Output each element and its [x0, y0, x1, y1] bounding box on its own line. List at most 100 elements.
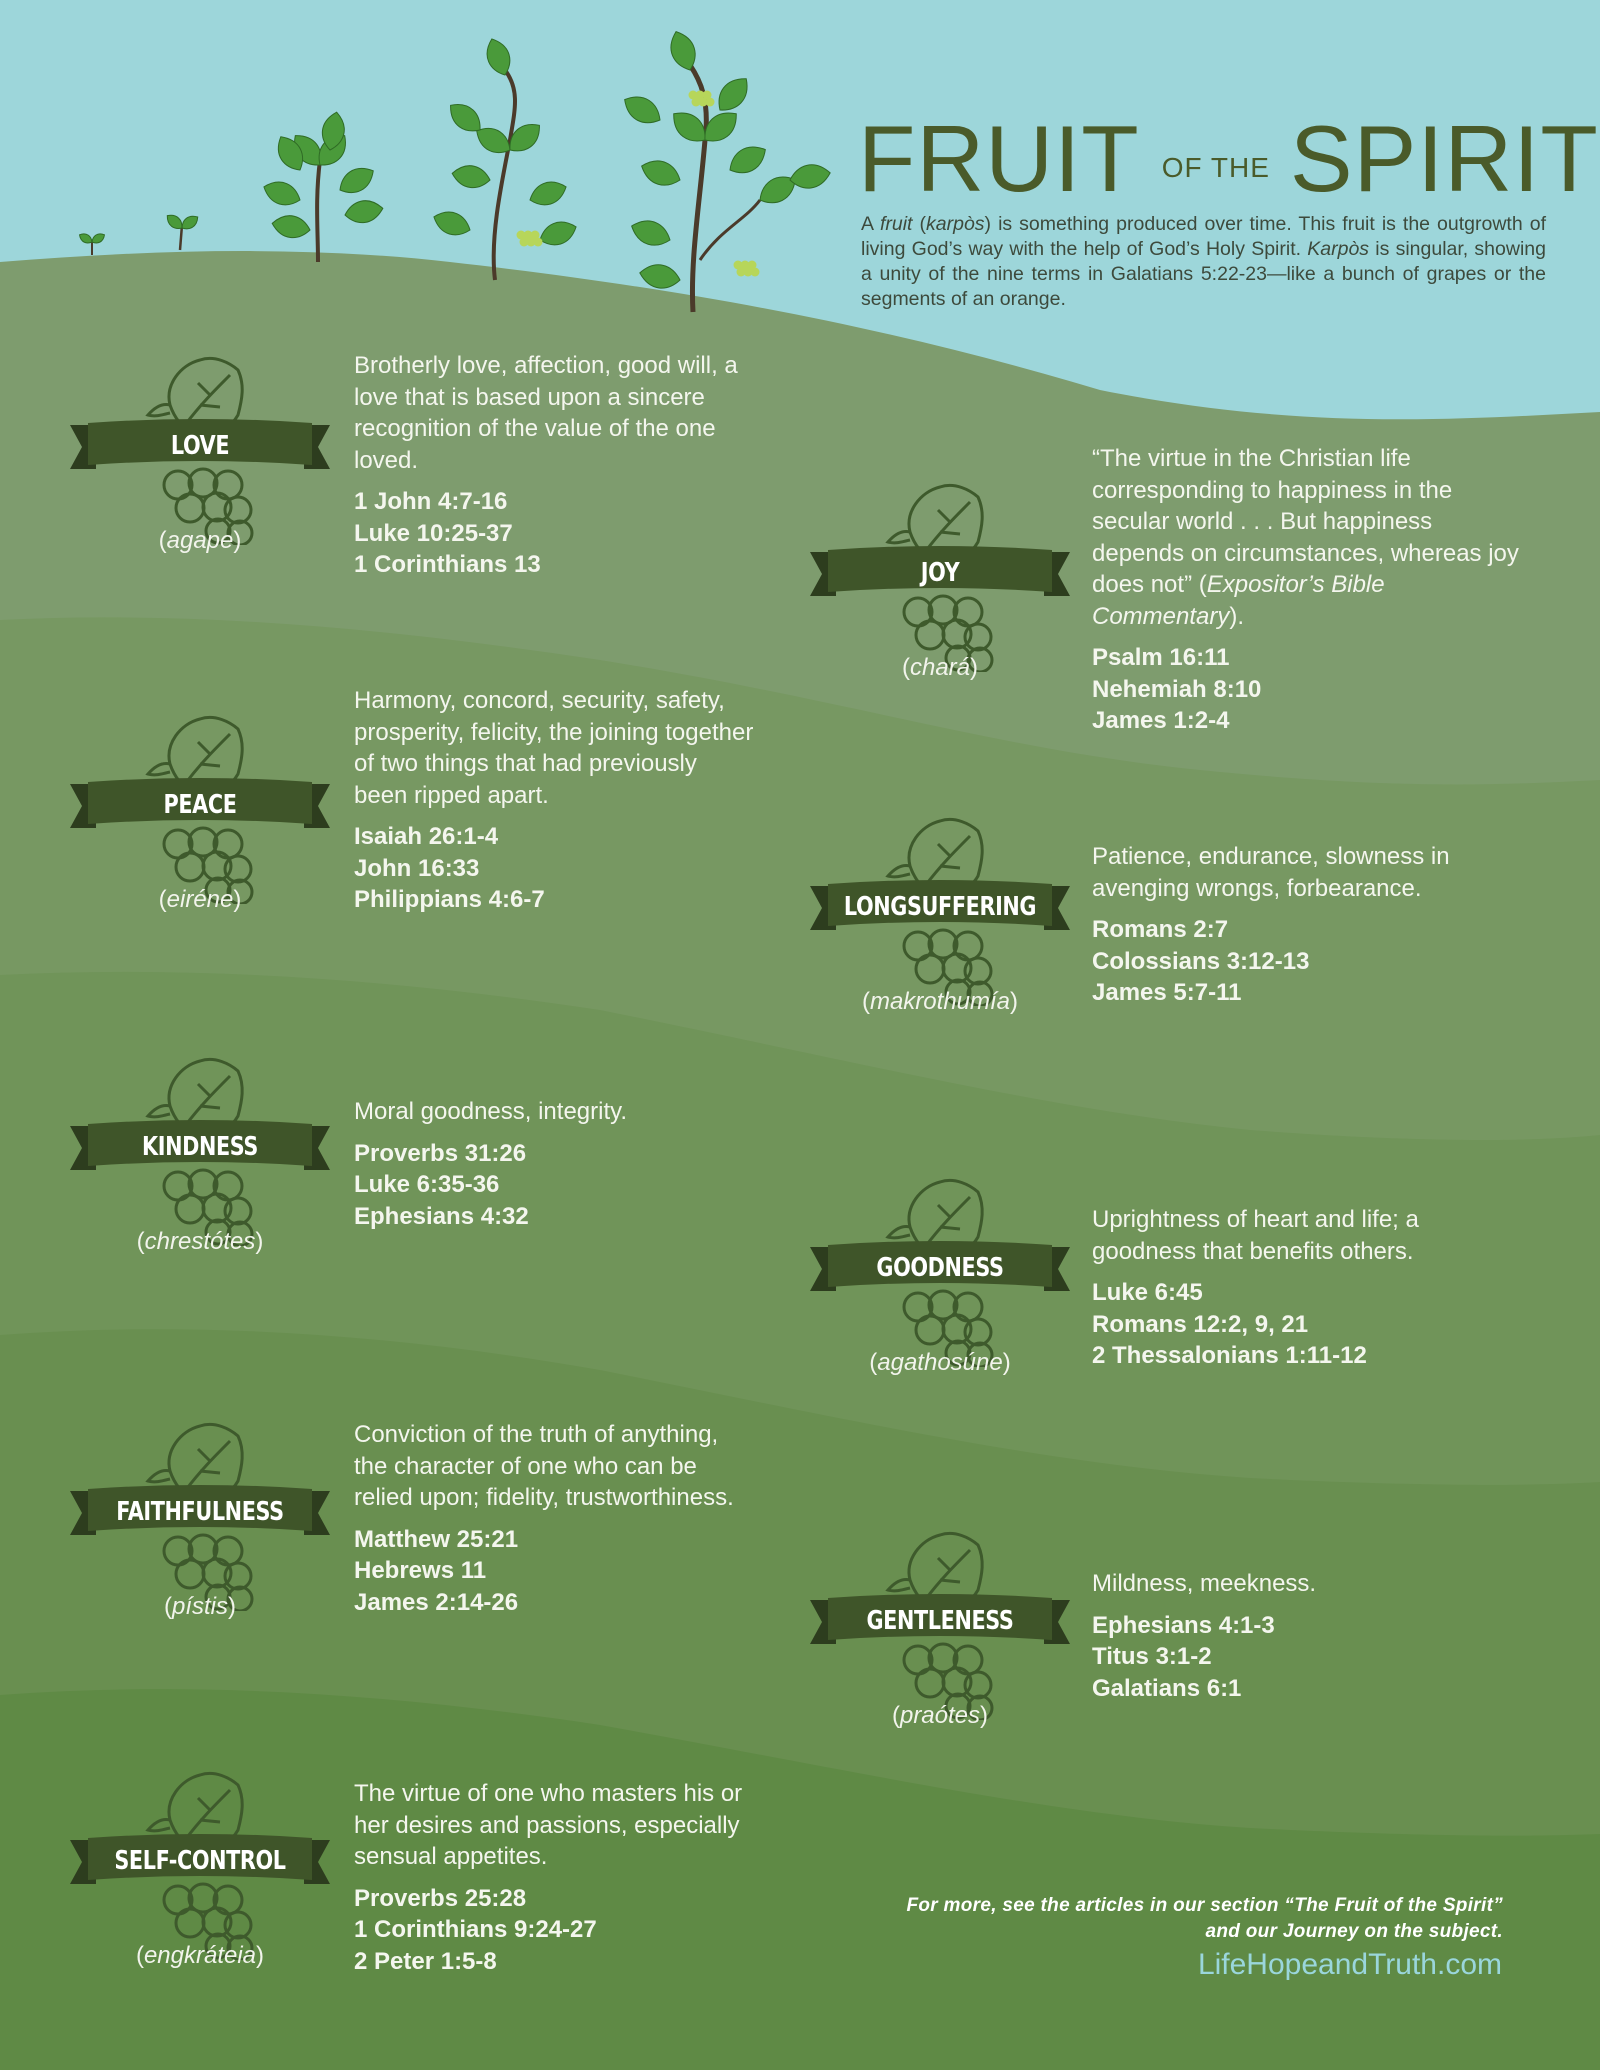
grape-ribbon-icon	[70, 356, 330, 547]
grape-cluster	[688, 90, 698, 100]
grape-ribbon-icon	[810, 1178, 1070, 1369]
leaf-icon	[486, 38, 511, 76]
grape-cluster	[702, 90, 712, 100]
greek-term-faithfulness: (pístis)	[163, 1593, 236, 1620]
scripture-reference: Hebrews 11	[354, 1557, 487, 1584]
leaf-icon	[450, 104, 481, 132]
fruit-name: SELF-CONTROL	[114, 1846, 286, 1876]
greek-term-peace: (eiréne)	[158, 886, 242, 913]
scripture-reference: Luke 6:45	[1092, 1279, 1203, 1306]
fruit-name: GENTLENESS	[866, 1606, 1014, 1636]
scripture-reference: James 1:2-4	[1092, 707, 1230, 734]
definition-segment: Harmony, concord, security, safety, pros…	[354, 687, 754, 809]
fruit-name: LONGSUFFERING	[843, 892, 1037, 922]
scripture-references: Psalm 16:11 Nehemiah 8:10 James 1:2-4	[1092, 642, 1522, 737]
definition-segment: The virtue of one who masters his or her…	[354, 1780, 743, 1870]
definition-text: Brotherly love, affection, good will, a …	[354, 350, 754, 476]
leaf-icon	[78, 233, 93, 244]
grape-cluster	[743, 267, 753, 277]
leaf-icon	[451, 165, 491, 189]
definition-segment: Patience, endurance, slowness in avengin…	[1092, 843, 1450, 902]
scripture-reference: 2 Thessalonians 1:11-12	[1092, 1342, 1367, 1369]
leaf-icon	[91, 233, 106, 244]
scripture-references: Proverbs 25:28 1 Corinthians 9:24-27 2 Pet…	[354, 1883, 754, 1978]
greek-word: agape	[166, 527, 234, 554]
definition-segment: Uprightness of heart and life; a goodnes…	[1092, 1206, 1419, 1265]
footer-line-1: For more, see the articles in our sectio…	[906, 1895, 1503, 1916]
grape-cluster	[740, 260, 750, 270]
leaf-icon	[673, 112, 706, 142]
fruit-description-peace: Harmony, concord, security, safety, pros…	[354, 685, 754, 916]
leaf-icon	[631, 220, 671, 246]
grape-cluster	[747, 260, 757, 270]
definition-segment: Conviction of the truth of anything, the…	[354, 1421, 734, 1511]
greek-term-joy: (chará)	[901, 654, 979, 681]
scripture-reference: 1 Corinthians 13	[354, 551, 541, 578]
scripture-references: 1 John 4:7-16 Luke 10:25-37 1 Corinthians …	[354, 486, 754, 581]
intro-paragraph: A fruit (karpòs) is something produced o…	[861, 212, 1546, 312]
leaf-icon	[639, 264, 681, 289]
leaf-icon	[624, 96, 661, 124]
scripture-reference: 2 Peter 1:5-8	[354, 1947, 497, 1975]
fruit-description-gentleness: Mildness, meekness. Ephesians 4:1-3 Titus …	[1092, 1568, 1522, 1704]
scripture-reference: Luke 6:35-36	[354, 1171, 500, 1198]
definition-text: Harmony, concord, security, safety, pros…	[354, 685, 754, 811]
scripture-reference: James 5:7-11	[1092, 979, 1242, 1006]
greek-term-gentleness: (praótes)	[891, 1702, 989, 1729]
website-link[interactable]: LifeHopeandTruth.com	[1197, 1948, 1502, 1981]
grape-ribbon-icon	[810, 817, 1070, 1008]
fruit-name: KINDNESS	[142, 1132, 258, 1162]
scripture-reference: Romans 12:2, 9, 21	[1092, 1310, 1309, 1338]
intro-text-segment: (	[912, 213, 927, 235]
definition-text: The virtue of one who masters his or her…	[354, 1778, 754, 1873]
fruit-badge-self-control: SELF-CONTROL	[70, 1760, 330, 1962]
leaf-icon	[509, 124, 540, 152]
leaf-icon	[339, 167, 374, 193]
definition-text: Moral goodness, integrity.	[354, 1096, 754, 1128]
scripture-reference: Philippians 4:6-7	[354, 886, 545, 913]
fruit-description-self-control: The virtue of one who masters his or her…	[354, 1778, 754, 1977]
leaf-icon	[277, 136, 303, 171]
scripture-reference: Matthew 25:21	[354, 1525, 519, 1553]
grape-cluster	[750, 267, 760, 277]
fruit-name: GOODNESS	[876, 1253, 1004, 1283]
leaf-icon	[641, 160, 681, 186]
fruit-description-love: Brotherly love, affection, good will, a …	[354, 350, 754, 581]
intro-text-segment: fruit	[879, 213, 913, 235]
scripture-reference: Isaiah 26:1-4	[354, 823, 499, 850]
intro-text-segment: is singular, showing a unity of the nine…	[861, 238, 1546, 310]
fruit-description-longsuffering: Patience, endurance, slowness in avengin…	[1092, 841, 1522, 1009]
footer-note: For more, see the articles in our sectio…	[906, 1893, 1503, 1945]
grape-cluster	[691, 97, 701, 107]
fruit-description-joy: “The virtue in the Christian life corres…	[1092, 443, 1522, 737]
greek-word: agathosúne	[877, 1349, 1003, 1376]
definition-text: Uprightness of heart and life; a goodnes…	[1092, 1204, 1522, 1267]
page-title: FRUIT OF THE SPIRIT	[858, 112, 1599, 206]
scripture-reference: Luke 10:25-37	[354, 519, 513, 547]
greek-term-longsuffering: (makrothumía)	[861, 988, 1019, 1015]
leaf-icon	[321, 111, 345, 151]
scripture-references: Ephesians 4:1-3 Titus 3:1-2 Galatians 6:1	[1092, 1610, 1522, 1705]
grape-cluster	[736, 267, 746, 277]
growing-vines-illustration	[78, 31, 831, 313]
definition-segment: Expositor’s Bible Commentary	[1092, 571, 1385, 630]
greek-word: engkráteia	[143, 1942, 257, 1969]
greek-word: praótes	[899, 1702, 981, 1729]
greek-word: makrothumía	[869, 988, 1011, 1015]
grape-ribbon-icon	[70, 1422, 330, 1613]
definition-segment: Moral goodness, integrity.	[354, 1098, 628, 1125]
greek-word: eiréne	[166, 886, 234, 913]
greek-term-love: (agape)	[158, 527, 242, 554]
fruit-badge-longsuffering: LONGSUFFERING	[810, 806, 1070, 1008]
fruit-badge-faithfulness: FAITHFULNESS	[70, 1411, 330, 1613]
definition-segment: Mildness, meekness.	[1092, 1570, 1317, 1597]
hill-band	[0, 1689, 1600, 2070]
scripture-reference: Galatians 6:1	[1092, 1674, 1242, 1702]
fruit-badge-joy: JOY	[810, 472, 1070, 674]
scripture-reference: 1 Corinthians 9:24-27	[354, 1916, 597, 1943]
scripture-reference: Ephesians 4:1-3	[1092, 1611, 1275, 1639]
title-word-spirit: SPIRIT	[1289, 106, 1599, 211]
scripture-references: Matthew 25:21 Hebrews 11 James 2:14-26	[354, 1524, 754, 1619]
definition-segment: ).	[1229, 602, 1245, 630]
